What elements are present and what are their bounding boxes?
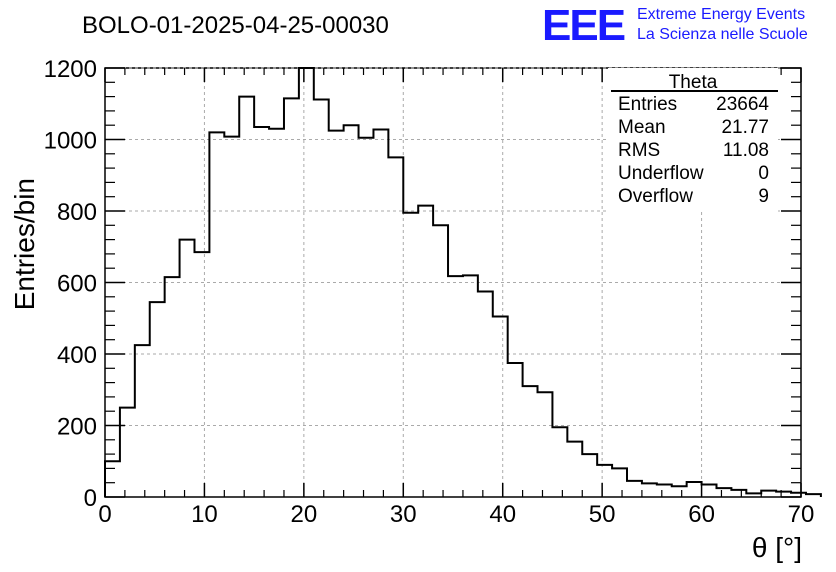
histogram-bin (135, 345, 150, 497)
histogram-bin (254, 127, 269, 497)
histogram-bin (165, 277, 180, 497)
x-axis-label: θ [°] (752, 532, 802, 563)
y-tick-label: 1000 (44, 128, 97, 155)
x-tick-label: 30 (390, 501, 417, 528)
y-tick-label: 400 (57, 342, 97, 369)
histogram-bin (209, 132, 224, 497)
histogram-bin (627, 481, 642, 497)
histogram-bin (150, 302, 165, 497)
histogram-bin (612, 468, 627, 497)
histogram-bin (567, 442, 582, 497)
stats-label-entries: Entries (618, 94, 677, 115)
histogram-bin (538, 392, 553, 497)
stats-label-rms: RMS (618, 140, 660, 161)
eee-logo: EEE Extreme Energy Events La Scienza nel… (542, 1, 808, 50)
histogram-bin (239, 97, 254, 497)
histogram-bin (597, 465, 612, 497)
logo-mark: EEE (542, 1, 625, 50)
histogram-bin (731, 490, 746, 497)
histogram-bin (418, 206, 433, 497)
logo-line1: Extreme Energy Events (637, 6, 805, 23)
histogram-bin (180, 240, 195, 497)
histogram-bin (373, 129, 388, 497)
stats-value-underflow: 0 (758, 163, 769, 184)
histogram-bin (463, 275, 478, 497)
histogram-bin (687, 482, 702, 497)
stats-label-underflow: Underflow (618, 163, 704, 184)
histogram-bin (284, 98, 299, 497)
histogram-outline (104, 67, 822, 497)
y-tick-label: 0 (84, 485, 97, 512)
stats-value-rms: 11.08 (723, 140, 769, 161)
chart-title: BOLO-01-2025-04-25-00030 (82, 12, 389, 39)
histogram-bin (672, 486, 687, 497)
histogram-bin (269, 129, 284, 497)
y-tick-labels: 0 200 400 600 800 1000 1200 (44, 56, 97, 512)
histogram-bin (299, 68, 314, 497)
x-tick-labels: 0 10 20 30 40 50 60 70 (98, 501, 814, 528)
y-tick-label: 800 (57, 199, 97, 226)
x-tick-label: 10 (191, 501, 218, 528)
histogram-bin (344, 125, 359, 497)
x-tick-label: 60 (688, 501, 715, 528)
y-axis-label: Entries/bin (9, 178, 40, 310)
y-tick-label: 600 (57, 271, 97, 298)
y-tick-label: 200 (57, 414, 97, 441)
x-tick-label: 50 (589, 501, 616, 528)
x-tick-label: 0 (98, 501, 111, 528)
histogram-bin (329, 131, 344, 497)
histogram-bin (716, 488, 731, 497)
grid-lines (105, 67, 801, 497)
histogram-bin (120, 408, 135, 497)
histogram-bin (523, 386, 538, 497)
stats-name: Theta (669, 72, 718, 93)
stats-value-overflow: 9 (758, 186, 769, 207)
x-tick-label: 20 (291, 501, 318, 528)
histogram-bin (448, 276, 463, 497)
histogram-bin (105, 461, 120, 497)
histogram-bin (433, 225, 448, 497)
histogram-bin (388, 157, 403, 497)
histogram-bin (359, 138, 374, 497)
y-tick-label: 1200 (44, 56, 97, 83)
stats-value-entries: 23664 (716, 94, 769, 115)
histogram-bin (314, 99, 329, 497)
x-tick-label: 40 (489, 501, 516, 528)
histogram-bin (642, 483, 657, 497)
logo-line2: La Scienza nelle Scuole (637, 26, 808, 43)
stats-value-mean: 21.77 (721, 117, 769, 138)
histogram-bin (194, 252, 209, 497)
x-tick-label: 70 (788, 501, 815, 528)
histogram-bin (582, 454, 597, 497)
histogram-bin (552, 427, 567, 497)
histogram-bin (403, 213, 418, 497)
stats-box: Theta Entries 23664 Mean 21.77 RMS 11.08… (608, 68, 778, 212)
histogram-bin (508, 363, 523, 497)
histogram-bin (478, 291, 493, 497)
stats-label-mean: Mean (618, 117, 666, 138)
stats-label-overflow: Overflow (618, 186, 693, 207)
histogram-bin (224, 137, 239, 497)
histogram-bin (657, 484, 672, 497)
histogram-bin (702, 484, 717, 497)
histogram-bin (493, 316, 508, 497)
